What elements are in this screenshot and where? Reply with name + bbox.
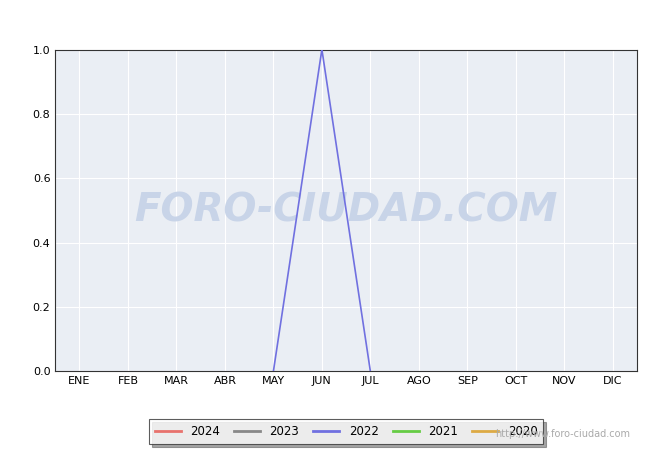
Text: FORO-CIUDAD.COM: FORO-CIUDAD.COM bbox=[135, 191, 558, 230]
Legend: 2024, 2023, 2022, 2021, 2020: 2024, 2023, 2022, 2021, 2020 bbox=[149, 419, 543, 444]
Text: http://www.foro-ciudad.com: http://www.foro-ciudad.com bbox=[495, 429, 630, 439]
Text: Matriculaciones de Vehiculos en Nogueras: Matriculaciones de Vehiculos en Nogueras bbox=[150, 14, 500, 33]
